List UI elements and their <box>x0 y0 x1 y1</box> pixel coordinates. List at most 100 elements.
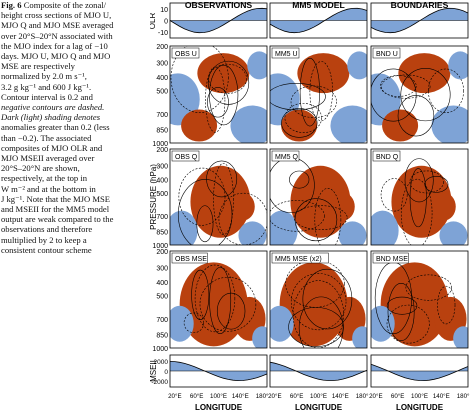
x-tick-label: 20°E <box>268 393 281 400</box>
positive-anomaly-shading <box>181 109 218 142</box>
contour-line <box>205 66 226 133</box>
negative-anomaly-shading <box>338 221 367 245</box>
positive-anomaly-shading <box>230 192 255 221</box>
panel-label: OBS U <box>175 51 197 58</box>
contour-line <box>380 75 417 97</box>
negative-anomaly-shading <box>247 51 267 80</box>
cross-section-panel: MM5 U <box>269 45 368 144</box>
pressure-tick-label: 300 <box>156 163 168 170</box>
caption-line: than −0.2). The associated <box>1 132 92 143</box>
pressure-axis-label: PRESSURE (hPa) <box>150 164 158 230</box>
positive-anomaly-shading <box>179 262 248 347</box>
anomaly-fill <box>270 362 367 381</box>
panel-frame <box>370 2 469 39</box>
mseii-tick-label: 0 <box>164 369 168 376</box>
caption-line: height cross sections of MJO U, <box>1 10 112 21</box>
contour-line <box>178 167 226 226</box>
panel-label: BND MSE <box>376 256 408 263</box>
pressure-tick-label: 850 <box>156 332 168 339</box>
positive-anomaly-shading <box>279 262 348 347</box>
caption-label: Fig. 6 <box>1 0 22 10</box>
anomaly-curve <box>370 363 469 382</box>
anomaly-curve <box>169 7 268 34</box>
contour-line <box>314 187 342 245</box>
contour-line <box>183 312 205 334</box>
contour-line <box>371 68 417 122</box>
contour-line <box>380 178 408 212</box>
contour-line <box>298 296 344 348</box>
caption-line: output are weak compared to the <box>1 214 114 225</box>
olr-panel <box>269 2 368 39</box>
panel-frame <box>169 250 268 349</box>
positive-anomaly-shading <box>290 165 351 238</box>
panel-label-box <box>372 150 401 162</box>
contour-line <box>404 158 434 203</box>
caption-line: MJO MSEII averaged over <box>1 153 95 164</box>
anomaly-curve <box>370 7 469 34</box>
contour-line <box>294 198 338 242</box>
panel-label-box <box>171 150 200 162</box>
panel-frame <box>370 45 469 144</box>
pressure-tick-label: 700 <box>156 317 168 324</box>
contour-line <box>400 178 433 245</box>
olr-row-label: OLR <box>150 13 157 30</box>
anomaly-curve <box>169 361 268 382</box>
cross-section-panel: OBS MSE <box>169 250 268 349</box>
contour-line <box>209 64 239 126</box>
contour-line <box>270 200 325 232</box>
x-tick-label: 20°E <box>168 393 181 400</box>
column-title: MM5 MODEL <box>292 0 345 10</box>
negative-anomaly-shading <box>448 51 468 80</box>
olr-tick-label: 10 <box>160 7 168 14</box>
mseii-tick-label: 2000 <box>154 359 169 366</box>
contour-line <box>405 274 452 301</box>
pressure-tick-label: 700 <box>156 112 168 119</box>
negative-anomaly-shading <box>439 221 468 245</box>
panel-label-box <box>171 47 200 59</box>
caption-line: over 20°S–20°N associated with <box>1 30 113 41</box>
negative-anomaly-shading <box>270 210 298 245</box>
pressure-tick-label: 500 <box>156 89 168 96</box>
positive-anomaly-shading <box>431 192 456 221</box>
contour-line <box>437 285 456 325</box>
positive-anomaly-shading <box>297 53 350 94</box>
x-tick-label: 100°E <box>310 393 327 400</box>
pressure-tick-label: 700 <box>156 214 168 221</box>
caption-line: the MJO index for a lag of −10 <box>1 40 108 51</box>
pressure-tick-label: 200 <box>156 44 168 51</box>
negative-anomaly-shading <box>431 105 468 143</box>
caption-line: MJO Q and MJO MSE averaged <box>1 20 114 31</box>
anomaly-fill <box>371 364 468 381</box>
contour-line <box>284 103 322 133</box>
contour-line <box>207 87 229 118</box>
negative-anomaly-shading <box>170 210 198 245</box>
pressure-tick-label: 1000 <box>152 346 168 353</box>
pressure-tick-label: 850 <box>156 127 168 134</box>
panel-frame <box>269 45 368 144</box>
caption-line: observations and therefore <box>1 224 93 235</box>
pressure-tick-label: 850 <box>156 230 168 237</box>
olr-tick-label: 0 <box>164 19 168 26</box>
column-title: OBSERVATIONS <box>185 0 253 10</box>
mseii-panel <box>370 354 469 388</box>
negative-anomaly-shading <box>330 105 367 143</box>
negative-anomaly-shading <box>453 326 468 348</box>
caption-line: multiplied by 2 to keep a <box>1 234 87 245</box>
olr-panel <box>169 2 268 39</box>
contour-line <box>386 296 418 315</box>
panel-label-box <box>372 252 409 264</box>
negative-anomaly-shading <box>252 326 267 348</box>
pressure-tick-label: 300 <box>156 60 168 67</box>
caption-line: J kg⁻¹. Note that the MJO MSE <box>1 193 111 204</box>
contour-line <box>387 282 415 342</box>
caption-line: W m⁻² and at the bottom in <box>1 183 96 194</box>
contour-line <box>206 160 238 198</box>
panel-label-box <box>171 252 208 264</box>
panel-frame <box>370 148 469 246</box>
caption-text: Composite of the zonal/height cross sect… <box>1 0 113 255</box>
panel-label: BND U <box>376 51 398 58</box>
caption-line: negative contours are dashed. <box>1 102 105 113</box>
olr-tick-label: -10 <box>158 30 168 37</box>
x-tick-label: 140°E <box>232 393 249 400</box>
x-axis-label: LONGITUDE <box>195 403 243 412</box>
